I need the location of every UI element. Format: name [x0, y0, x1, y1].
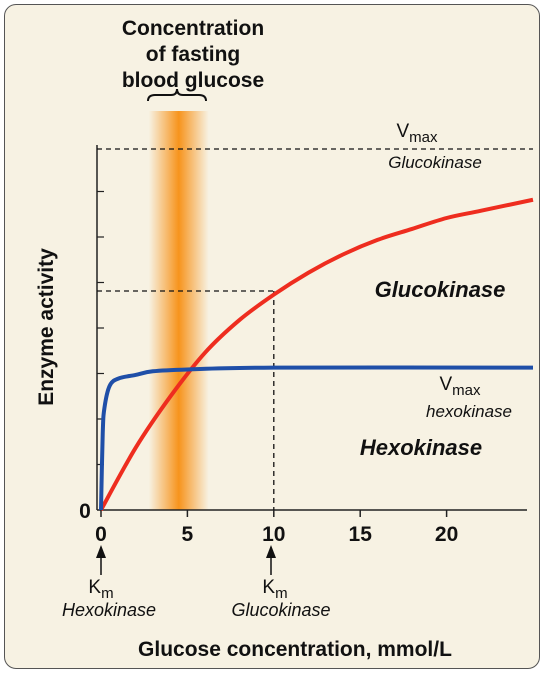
band-title-line-1: Concentration	[122, 17, 264, 40]
vmax-glucokinase-label: Vmax	[396, 121, 438, 146]
band-title-line-2: of fasting	[146, 43, 241, 66]
vmax-hexokinase-label: Vmax	[439, 374, 481, 399]
y-minor-ticks	[97, 190, 104, 466]
km-hexokinase-name: Hexokinase	[62, 600, 156, 620]
y-tick-label-0: 0	[79, 500, 91, 523]
y-axis-title: Enzyme activity	[35, 248, 58, 406]
x-ticks: 0 5 10 15 20	[95, 510, 458, 546]
km-hexokinase-symbol: Km	[88, 577, 113, 602]
vmax-glucokinase-sub: Glucokinase	[388, 153, 482, 172]
km-glucokinase-name: Glucokinase	[231, 600, 330, 620]
x-tick-label: 20	[435, 523, 458, 546]
band-brace	[147, 88, 207, 102]
km-glucokinase-marker	[266, 545, 276, 575]
x-tick-label: 0	[95, 523, 107, 546]
x-tick-label: 10	[262, 523, 285, 546]
glucokinase-label: Glucokinase	[375, 277, 506, 302]
hexokinase-curve	[99, 365, 534, 511]
band-title-line-3: blood glucose	[122, 69, 264, 92]
hexokinase-label: Hexokinase	[360, 435, 482, 460]
x-tick-label: 15	[349, 523, 373, 546]
vmax-hexokinase-sub: hexokinase	[426, 402, 512, 421]
glucokinase-curve	[99, 197, 534, 511]
km-glucokinase-symbol: Km	[262, 577, 287, 602]
x-tick-label: 5	[182, 523, 194, 546]
enzyme-activity-chart: Concentration of fasting blood glucose 0…	[35, 17, 534, 661]
fasting-glucose-band	[148, 111, 209, 510]
chart-figure: Concentration of fasting blood glucose 0…	[4, 4, 540, 669]
x-axis-title: Glucose concentration, mmol/L	[138, 638, 452, 661]
km-hexokinase-marker	[96, 545, 106, 575]
